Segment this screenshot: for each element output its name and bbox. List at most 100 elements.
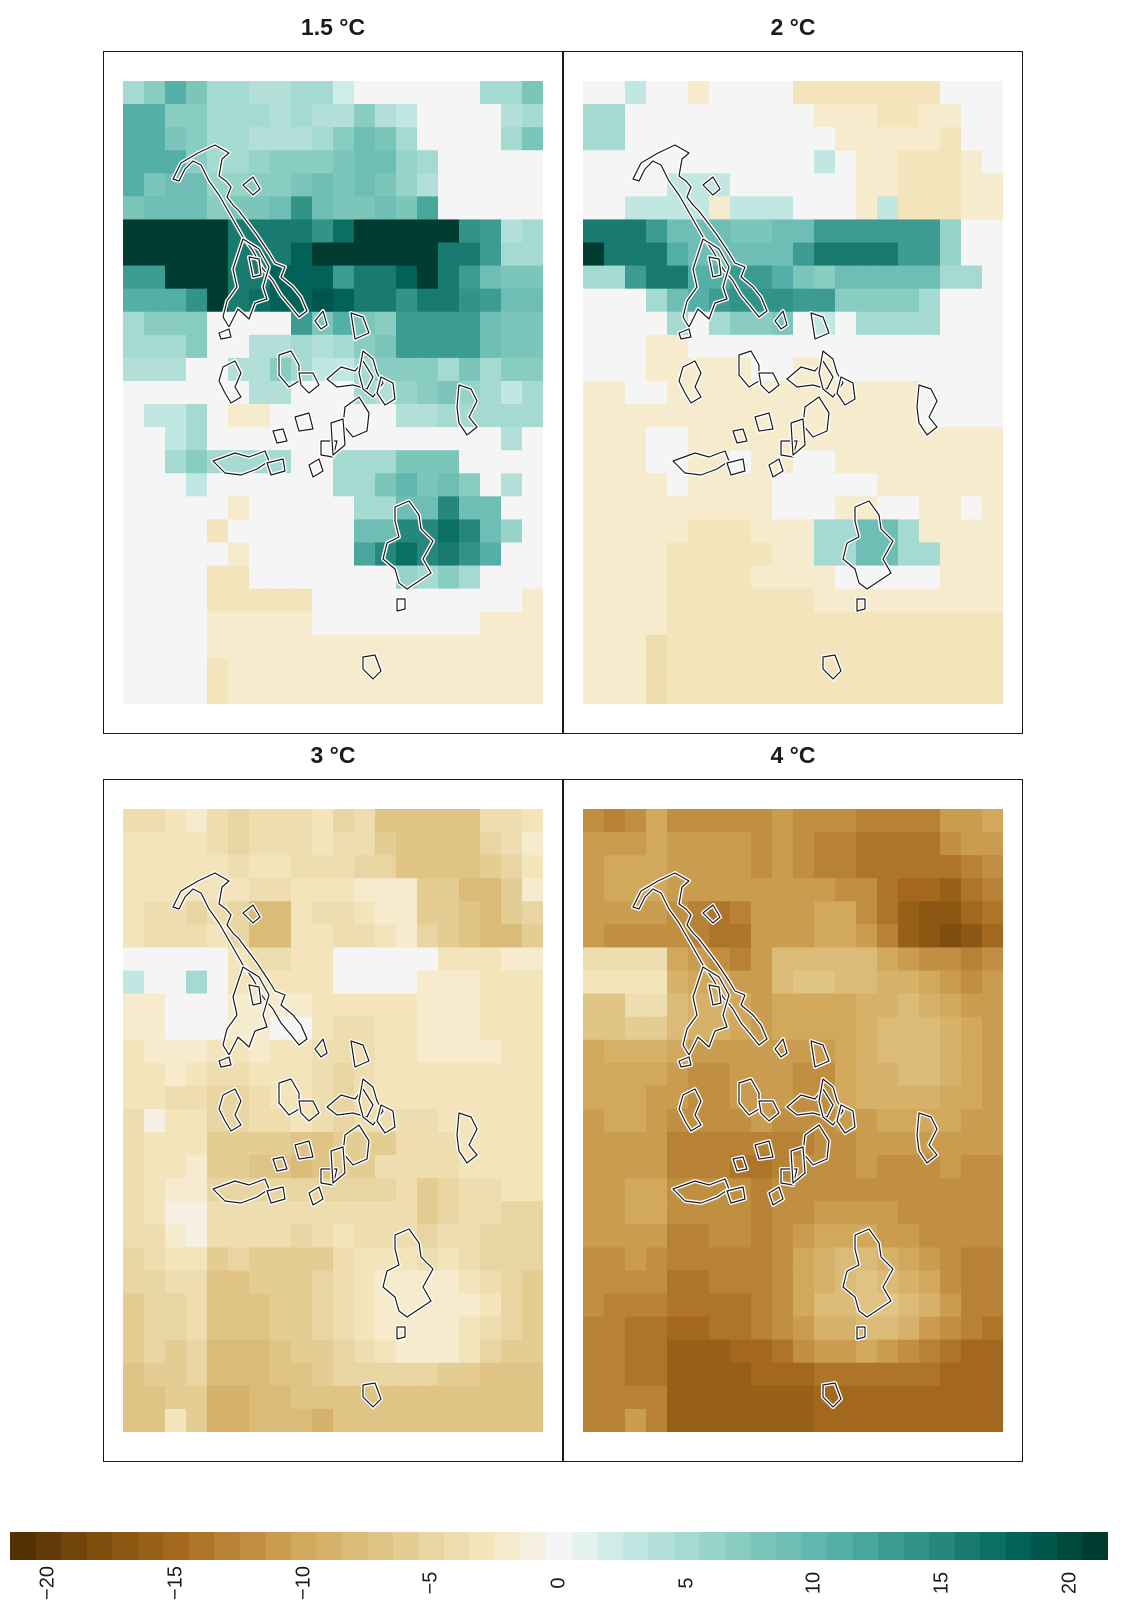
grid-cell [751, 634, 773, 659]
grid-cell [207, 1316, 229, 1341]
grid-cell [144, 901, 166, 925]
grid-cell [919, 1016, 941, 1041]
grid-cell [793, 242, 815, 267]
grid-cell [814, 519, 836, 544]
grid-cell [709, 1224, 731, 1248]
grid-cell [730, 404, 752, 428]
grid-cell [646, 104, 668, 128]
grid-cell [961, 219, 983, 244]
grid-cell [919, 1362, 941, 1387]
grid-cell [123, 357, 145, 382]
grid-cell [501, 1316, 523, 1341]
grid-cell [312, 81, 334, 105]
grid-cell [688, 1247, 710, 1272]
island-coastline [330, 418, 346, 456]
grid-cell [501, 1293, 523, 1318]
grid-cell [751, 81, 773, 105]
grid-cell [898, 657, 920, 682]
grid-cell [417, 1339, 439, 1364]
grid-cell [438, 1062, 460, 1087]
grid-cell [186, 311, 208, 336]
grid-cell [417, 809, 439, 833]
grid-cell [165, 196, 187, 221]
grid-cell [354, 519, 376, 544]
grid-cell [375, 519, 397, 544]
grid-cell [877, 196, 899, 221]
grid-cell [249, 1293, 271, 1318]
grid-cell [144, 1408, 166, 1432]
grid-cell [982, 173, 1003, 197]
grid-cell [793, 334, 815, 359]
grid-cell [793, 809, 815, 833]
grid-cell [144, 1339, 166, 1364]
grid-cell [333, 809, 355, 833]
grid-cell [480, 970, 502, 995]
grid-cell [522, 924, 543, 949]
grid-cell [940, 104, 962, 128]
grid-cell [354, 680, 376, 704]
grid-cell [604, 1224, 626, 1248]
grid-cell [814, 1178, 836, 1202]
grid-cell [940, 196, 962, 221]
grid-cell [856, 1085, 878, 1110]
grid-cell [730, 634, 752, 659]
grid-cell [207, 1247, 229, 1272]
grid-cell [186, 1339, 208, 1364]
island-coastline [298, 1100, 320, 1122]
grid-cell [375, 1316, 397, 1341]
grid-cell [814, 611, 836, 636]
grid-cell [730, 588, 752, 613]
grid-cell [877, 1316, 899, 1341]
grid-cell [186, 242, 208, 267]
grid-cell [522, 809, 543, 833]
grid-cell [375, 1178, 397, 1202]
grid-cell [688, 1201, 710, 1225]
grid-cell [772, 855, 794, 879]
grid-cell [291, 127, 313, 151]
grid-cell [522, 993, 543, 1018]
grid-cell [459, 288, 481, 313]
grid-cell [940, 1132, 962, 1156]
grid-cell [312, 1201, 334, 1225]
grid-cell [961, 427, 983, 451]
grid-cell [814, 634, 836, 659]
grid-cell [835, 1316, 857, 1341]
grid-cell [270, 1385, 292, 1410]
grid-cell [186, 1062, 208, 1087]
grid-cell [751, 1316, 773, 1341]
grid-cell [144, 288, 166, 313]
grid-cell [982, 219, 1003, 244]
grid-cell [522, 611, 543, 636]
grid-cell [249, 311, 271, 336]
grid-cell [522, 127, 543, 151]
grid-cell [793, 680, 815, 704]
grid-cell [793, 219, 815, 244]
grid-cell [354, 611, 376, 636]
grid-cell [438, 427, 460, 451]
grid-cell [459, 1039, 481, 1064]
grid-cell [144, 265, 166, 290]
grid-cell [646, 1224, 668, 1248]
grid-cell [333, 611, 355, 636]
grid-cell [604, 1293, 626, 1318]
colorbar-segment [341, 1532, 369, 1560]
grid-cell [793, 878, 815, 902]
grid-cell [625, 1108, 647, 1133]
grid-cell [982, 832, 1003, 856]
grid-cell [123, 380, 145, 405]
grid-cell [354, 1178, 376, 1202]
grid-cell [961, 150, 983, 174]
grid-cell [772, 380, 794, 405]
grid-cell [249, 427, 271, 451]
grid-cell [501, 1224, 523, 1248]
grid-cell [438, 1339, 460, 1364]
grid-cell [459, 1085, 481, 1110]
grid-cell [165, 219, 187, 244]
grid-cell [144, 173, 166, 197]
grid-cell [228, 1385, 250, 1410]
grid-cell [604, 1316, 626, 1341]
grid-cell [835, 404, 857, 428]
grid-cell [604, 334, 626, 359]
grid-cell [522, 242, 543, 267]
grid-cell [480, 993, 502, 1018]
